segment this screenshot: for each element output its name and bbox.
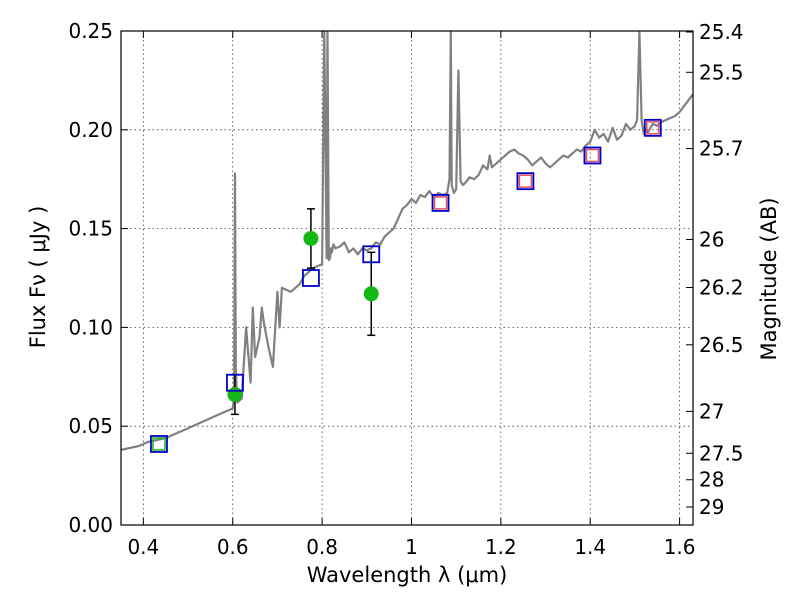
mag-tick-label: 29 (699, 495, 724, 519)
model-photometry-box (362, 245, 381, 264)
x-tick-label: 0.4 (127, 535, 159, 559)
model-photometry-box (431, 194, 450, 212)
x-tick-label: 1.4 (574, 535, 606, 559)
mag-tick-label: 25.7 (699, 137, 744, 161)
observed-point (227, 387, 243, 403)
plot-frame (120, 30, 694, 526)
y-tick-label: 0.00 (68, 513, 113, 537)
inner-marker (152, 437, 166, 451)
model-photometry-box (302, 269, 320, 287)
y-tick-label: 0.15 (68, 217, 113, 241)
mag-tick-label: 26 (699, 227, 724, 251)
mag-tick-label: 25.5 (699, 60, 744, 84)
y-tick-label: 0.05 (68, 414, 113, 438)
mag-tick-label: 26.2 (699, 275, 744, 299)
inner-marker (518, 174, 533, 188)
model-spectrum-line (121, 31, 693, 451)
x-axis-title: Wavelength λ (μm) (307, 563, 508, 587)
inner-marker (585, 148, 600, 163)
marker-layer (150, 118, 662, 453)
model-photometry-box (226, 373, 244, 392)
grid-layer (121, 31, 693, 525)
x-tick-label: 1.6 (664, 535, 696, 559)
mag-tick-label: 26.5 (699, 333, 744, 357)
observed-point (303, 230, 319, 246)
model-photometry-box (516, 172, 535, 191)
y-tick-label: 0.10 (68, 315, 113, 339)
y-tick-label: 0.20 (68, 118, 113, 142)
model-photometry-box (583, 146, 602, 165)
mag-tick-label: 27.5 (699, 441, 744, 465)
observed-point (363, 286, 379, 302)
y-axis-title: Flux Fν ( μJy ) (26, 206, 50, 349)
spectrum-layer (121, 31, 693, 451)
inner-marker (646, 121, 660, 135)
mag-tick-label: 28 (699, 468, 724, 492)
x-tick-label: 1 (405, 535, 418, 559)
model-photometry-box (643, 118, 662, 137)
y2-axis-title: Magnitude (AB) (757, 197, 781, 360)
mag-tick-label: 27 (699, 399, 724, 423)
x-tick-label: 0.8 (306, 535, 338, 559)
inner-marker (433, 196, 448, 210)
x-tick-label: 1.2 (485, 535, 517, 559)
model-photometry-box (150, 435, 168, 453)
mag-tick-label: 25.4 (699, 20, 744, 44)
y-tick-label: 0.25 (68, 19, 113, 43)
tick-layer: 0.4 0.6 0.8 1 1.2 1.4 1.6 0.00 0.05 0.10 0.15 0.20 0… (68, 19, 743, 559)
x-tick-label: 0.6 (217, 535, 249, 559)
